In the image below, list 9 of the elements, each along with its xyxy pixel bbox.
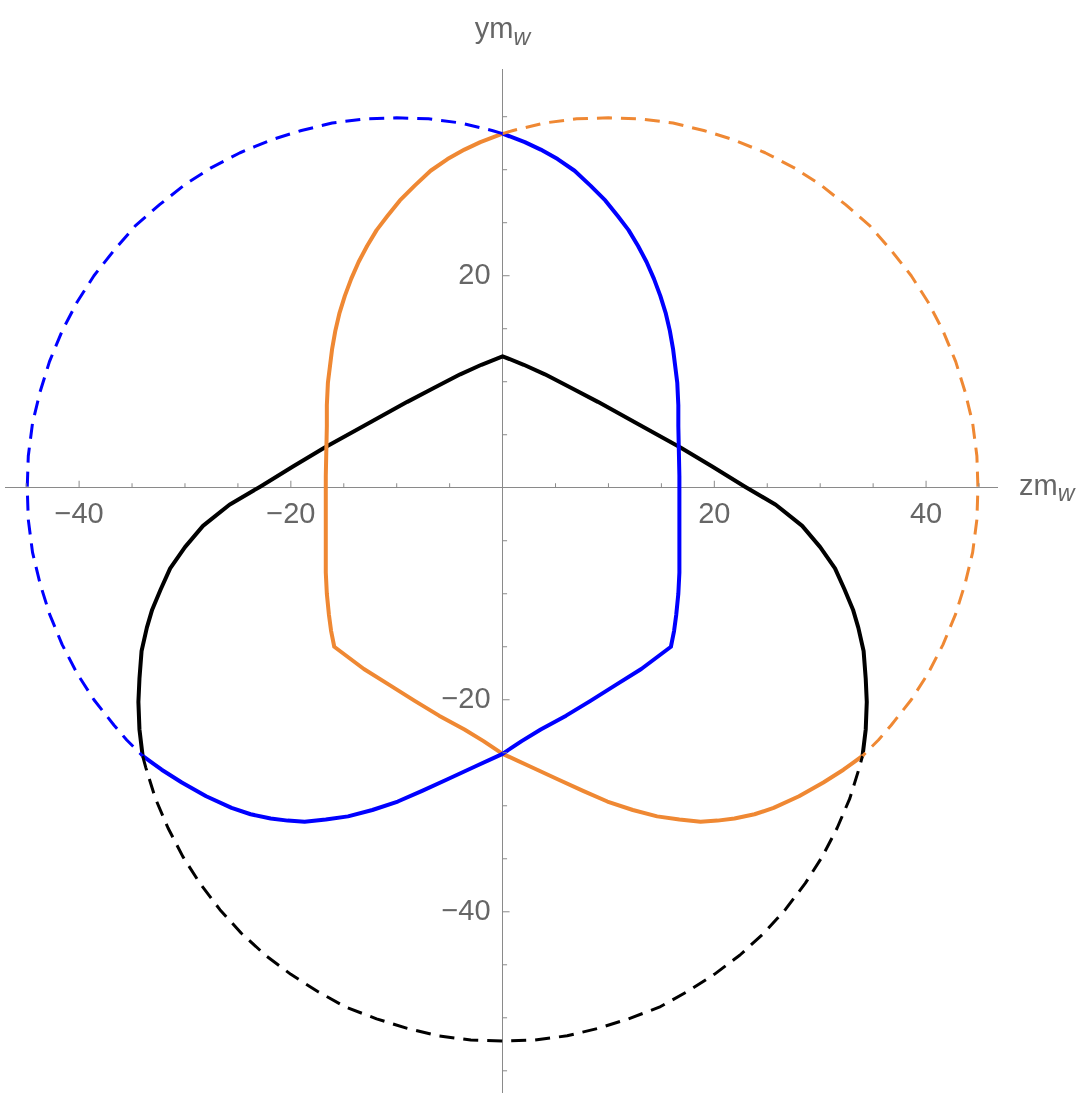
y-axis-title: ym$_{w}$	[474, 12, 531, 50]
x-tick-label: −40	[54, 497, 104, 530]
y-tick-label: −20	[441, 681, 491, 714]
x-tick-label: −20	[266, 497, 316, 530]
y-tick-label: 20	[458, 257, 491, 290]
x-tick-label: 20	[698, 497, 731, 530]
x-tick-label: 40	[909, 497, 943, 530]
y-tick-label: −40	[441, 893, 491, 926]
x-axis-title: zm$_{w}$	[1019, 468, 1075, 507]
